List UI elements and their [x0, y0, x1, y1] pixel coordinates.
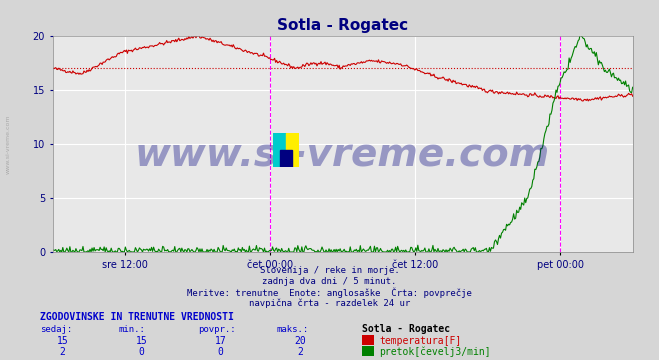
- Text: sedaj:: sedaj:: [40, 325, 72, 334]
- Bar: [279, 150, 292, 167]
- Text: Meritve: trenutne  Enote: anglosaške  Črta: povprečje: Meritve: trenutne Enote: anglosaške Črta…: [187, 287, 472, 298]
- Text: maks.:: maks.:: [277, 325, 309, 334]
- Text: ZGODOVINSKE IN TRENUTNE VREDNOSTI: ZGODOVINSKE IN TRENUTNE VREDNOSTI: [40, 312, 233, 322]
- Text: www.si-vreme.com: www.si-vreme.com: [5, 114, 11, 174]
- Text: zadnja dva dni / 5 minut.: zadnja dva dni / 5 minut.: [262, 277, 397, 286]
- Text: povpr.:: povpr.:: [198, 325, 235, 334]
- Text: 20: 20: [294, 336, 306, 346]
- Text: Slovenija / reke in morje.: Slovenija / reke in morje.: [260, 266, 399, 275]
- Text: temperatura[F]: temperatura[F]: [379, 336, 461, 346]
- Text: Sotla - Rogatec: Sotla - Rogatec: [362, 324, 451, 334]
- Text: 2: 2: [60, 347, 65, 357]
- Text: pretok[čevelj3/min]: pretok[čevelj3/min]: [379, 347, 490, 357]
- Text: 2: 2: [297, 347, 302, 357]
- Bar: [273, 133, 286, 167]
- Bar: [286, 133, 299, 167]
- Text: www.si-vreme.com: www.si-vreme.com: [135, 136, 550, 174]
- Text: min.:: min.:: [119, 325, 146, 334]
- Text: 15: 15: [136, 336, 148, 346]
- Text: 0: 0: [218, 347, 223, 357]
- Text: navpična črta - razdelek 24 ur: navpična črta - razdelek 24 ur: [249, 298, 410, 308]
- Text: 17: 17: [215, 336, 227, 346]
- Text: 15: 15: [57, 336, 69, 346]
- Title: Sotla - Rogatec: Sotla - Rogatec: [277, 18, 408, 33]
- Text: 0: 0: [139, 347, 144, 357]
